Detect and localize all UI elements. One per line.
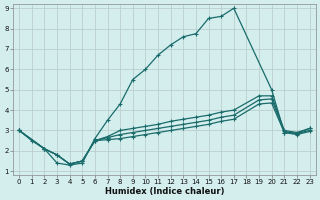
X-axis label: Humidex (Indice chaleur): Humidex (Indice chaleur) — [105, 187, 224, 196]
